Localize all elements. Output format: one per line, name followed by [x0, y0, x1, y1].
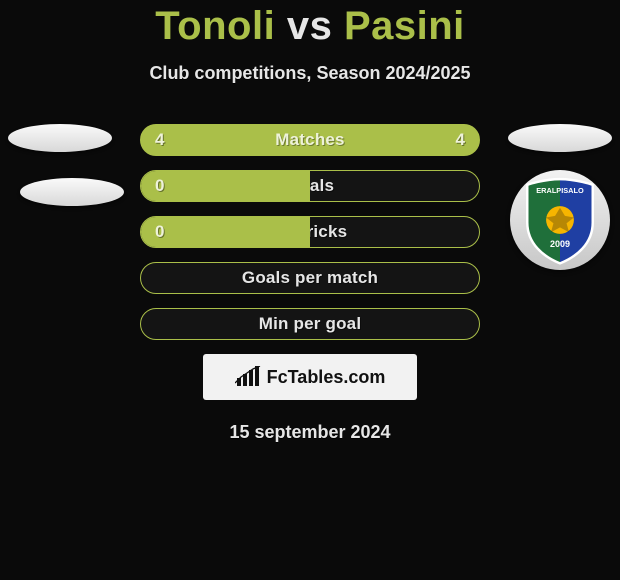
date-label: 15 september 2024: [0, 422, 620, 443]
left-badge-placeholder-1: [8, 124, 112, 152]
right-badge-placeholder-1: [508, 124, 612, 152]
crest-top-text: ERALPISALO: [536, 186, 584, 195]
player-left-name: Tonoli: [155, 4, 275, 48]
brand-link[interactable]: FcTables.com: [203, 354, 417, 400]
stat-right-value: 4: [456, 130, 465, 150]
stat-left-value: 0: [155, 222, 164, 242]
shield-icon: ERALPISALO 2009: [519, 175, 601, 265]
stat-row-matches: 4 Matches 4: [140, 124, 480, 156]
vs-separator: vs: [287, 4, 333, 48]
stat-label: Goals per match: [242, 268, 378, 288]
stat-row-goals: 0 Goals: [140, 170, 480, 202]
stat-left-value: 0: [155, 176, 164, 196]
page-title: Tonoli vs Pasini: [0, 0, 620, 49]
stat-row-hattricks: 0 Hattricks: [140, 216, 480, 248]
stat-label: Min per goal: [259, 314, 362, 334]
subtitle: Club competitions, Season 2024/2025: [0, 63, 620, 84]
brand-text: FcTables.com: [267, 367, 386, 388]
player-right-name: Pasini: [344, 4, 465, 48]
stat-row-goals-per-match: Goals per match: [140, 262, 480, 294]
stat-fill-left: [141, 217, 310, 247]
stat-fill-left: [141, 171, 310, 201]
comparison-card: Tonoli vs Pasini Club competitions, Seas…: [0, 0, 620, 580]
club-crest: ERALPISALO 2009: [510, 170, 610, 270]
stat-label: Matches: [275, 130, 344, 150]
bar-chart-icon: [235, 366, 261, 388]
stat-row-min-per-goal: Min per goal: [140, 308, 480, 340]
crest-year: 2009: [550, 239, 570, 249]
left-badge-placeholder-2: [20, 178, 124, 206]
stat-left-value: 4: [155, 130, 164, 150]
